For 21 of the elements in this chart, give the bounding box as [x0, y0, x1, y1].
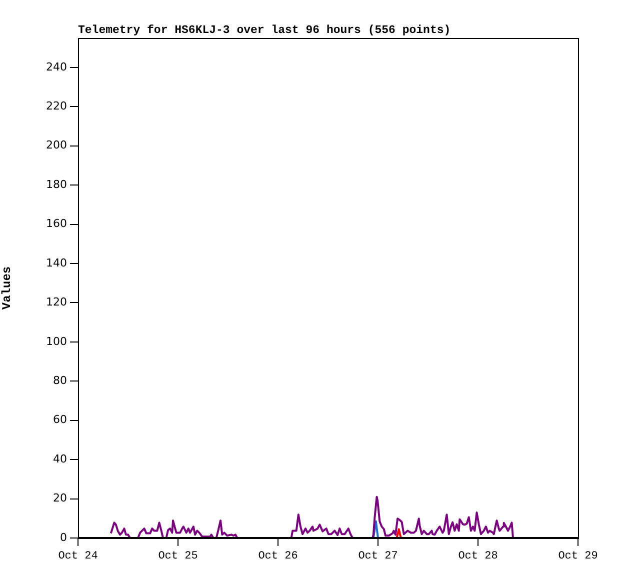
y-tick-label: 180: [46, 178, 67, 191]
y-axis-title: Values: [0, 266, 14, 310]
x-tick-label: Oct 29: [558, 550, 598, 563]
y-tick-label: 60: [53, 413, 67, 426]
chart-title: Telemetry for HS6KLJ-3 over last 96 hours (556 points): [78, 24, 451, 38]
x-tick-label: Oct 25: [158, 550, 198, 563]
y-tick-label: 40: [53, 452, 67, 466]
y-tick-label: 0: [60, 530, 67, 544]
y-tick-label: 100: [46, 334, 67, 348]
y-tick-label: 140: [46, 256, 67, 270]
x-tick-label: Oct 27: [358, 550, 398, 563]
y-tick-label: 120: [46, 296, 67, 309]
x-tick-label: Oct 24: [58, 550, 98, 563]
y-tick-label: 160: [46, 217, 67, 230]
y-tick-label: 200: [46, 138, 67, 152]
y-tick-label: 20: [53, 492, 67, 505]
x-tick-label: Oct 26: [258, 550, 298, 563]
y-tick-label: 220: [46, 99, 67, 112]
y-tick-label: 240: [46, 60, 67, 74]
x-tick-label: Oct 28: [458, 550, 498, 563]
y-tick-label: 80: [53, 374, 67, 387]
